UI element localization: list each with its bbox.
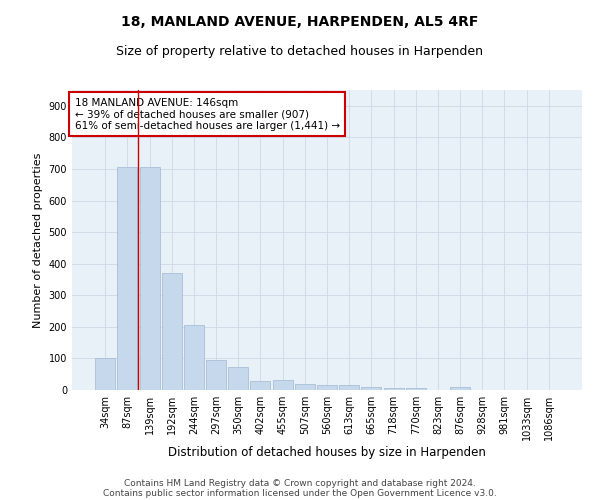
Text: Size of property relative to detached houses in Harpenden: Size of property relative to detached ho… <box>116 45 484 58</box>
Bar <box>406 388 426 390</box>
Y-axis label: Number of detached properties: Number of detached properties <box>33 152 43 328</box>
Bar <box>361 388 382 390</box>
X-axis label: Distribution of detached houses by size in Harpenden: Distribution of detached houses by size … <box>168 446 486 458</box>
Bar <box>250 381 271 390</box>
Text: Contains HM Land Registry data © Crown copyright and database right 2024.: Contains HM Land Registry data © Crown c… <box>124 478 476 488</box>
Bar <box>95 358 115 390</box>
Bar <box>339 384 359 390</box>
Text: 18, MANLAND AVENUE, HARPENDEN, AL5 4RF: 18, MANLAND AVENUE, HARPENDEN, AL5 4RF <box>121 15 479 29</box>
Bar <box>450 387 470 390</box>
Bar <box>295 384 315 390</box>
Bar <box>206 360 226 390</box>
Bar <box>162 273 182 390</box>
Text: Contains public sector information licensed under the Open Government Licence v3: Contains public sector information licen… <box>103 488 497 498</box>
Text: 18 MANLAND AVENUE: 146sqm
← 39% of detached houses are smaller (907)
61% of semi: 18 MANLAND AVENUE: 146sqm ← 39% of detac… <box>74 98 340 130</box>
Bar <box>184 326 204 390</box>
Bar <box>228 368 248 390</box>
Bar <box>118 166 137 390</box>
Bar <box>383 388 404 390</box>
Bar <box>272 380 293 390</box>
Bar <box>140 166 160 390</box>
Bar <box>317 384 337 390</box>
